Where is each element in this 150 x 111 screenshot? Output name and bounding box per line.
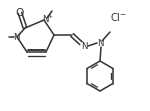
Text: O: O: [16, 8, 24, 18]
Text: N: N: [42, 16, 48, 25]
Text: N: N: [81, 42, 87, 51]
Text: Cl: Cl: [110, 13, 120, 23]
Text: N: N: [13, 33, 19, 42]
Text: N: N: [97, 39, 103, 48]
Text: −: −: [119, 12, 125, 18]
Text: +: +: [48, 14, 52, 19]
